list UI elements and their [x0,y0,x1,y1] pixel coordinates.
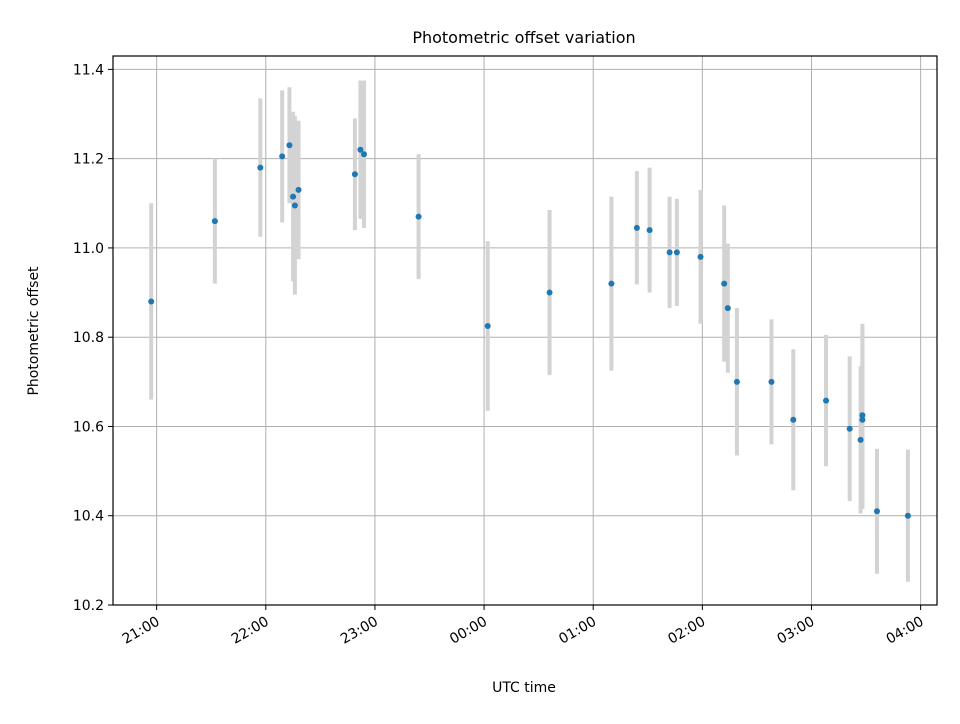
data-point [546,289,553,296]
data-point [904,512,911,519]
data-point [673,249,680,256]
data-point [873,508,880,515]
data-point [257,164,264,171]
data-point [415,213,422,220]
data-point [279,153,286,160]
data-point [633,224,640,231]
y-axis-label: Photometric offset [26,266,42,396]
data-point [859,412,866,419]
data-point [295,186,302,193]
y-tick-label: 10.6 [73,419,104,435]
data-point [148,298,155,305]
data-points [148,142,911,519]
data-point [484,323,491,330]
y-tick-label: 10.2 [73,598,104,614]
grid [113,56,937,606]
data-point [646,227,653,234]
chart-title: Photometric offset variation [412,28,635,47]
y-tick-label: 11.0 [73,241,104,257]
data-point [697,253,704,260]
data-point [724,305,731,312]
data-point [357,146,364,153]
y-tick-label: 10.8 [73,330,104,346]
data-point [733,378,740,385]
data-point [859,416,866,423]
data-point [846,425,853,432]
data-point [351,171,358,178]
x-axis-label: UTC time [492,680,556,696]
data-point [768,378,775,385]
data-point [361,151,368,158]
data-point [857,436,864,443]
data-point [211,218,218,225]
data-point [608,280,615,287]
data-point [290,193,297,200]
data-point [790,416,797,423]
data-point [823,397,830,404]
data-point [721,280,728,287]
y-tick-label: 11.2 [73,152,104,168]
y-tick-label: 10.4 [73,509,104,525]
data-point [286,142,293,149]
data-point [666,249,673,256]
plot-frame [112,55,938,606]
data-point [291,202,298,209]
y-tick-label: 11.4 [73,62,104,78]
